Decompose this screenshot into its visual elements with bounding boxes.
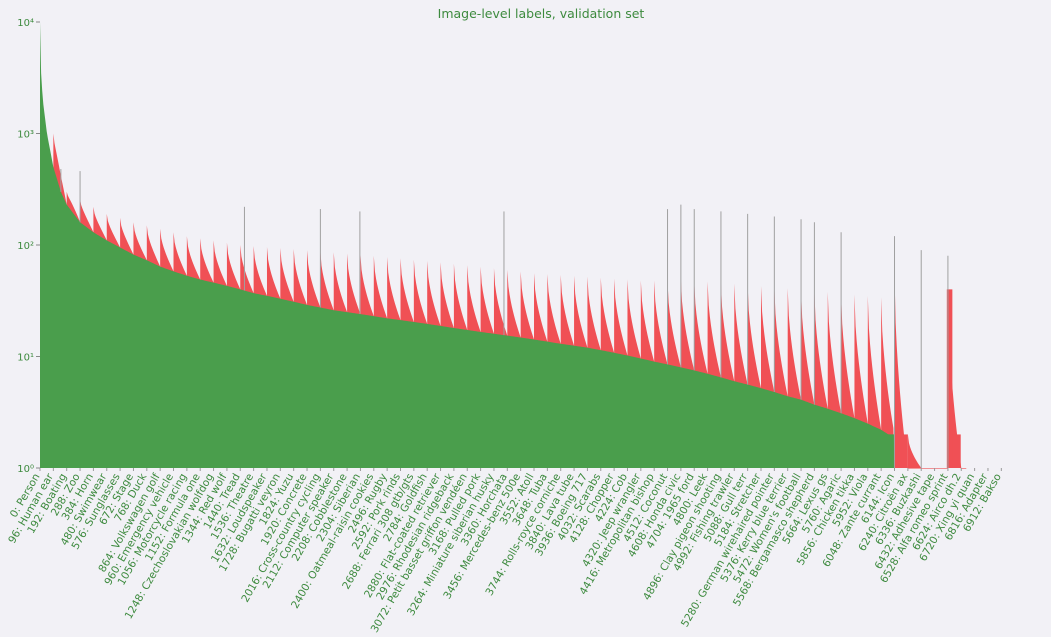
- y-tick-label: 10²: [17, 241, 34, 252]
- red-span: [952, 434, 961, 468]
- red-span: [893, 434, 908, 468]
- y-tick-label: 10¹: [17, 353, 34, 364]
- red-span: [921, 468, 935, 469]
- red-span: [946, 289, 953, 468]
- green-area: [40, 22, 894, 468]
- grey-spikes: [60, 169, 949, 468]
- red-span: [960, 468, 967, 469]
- green-series: [40, 22, 894, 468]
- red-segment: [907, 434, 922, 468]
- y-axis: 10⁰ 10¹ 10² 10³ 10⁴: [17, 18, 40, 475]
- y-tick-label: 10³: [17, 130, 34, 141]
- red-segment: [881, 297, 895, 468]
- red-span: [934, 468, 948, 469]
- red-segment: [867, 295, 882, 468]
- y-tick-label: 10⁴: [17, 18, 34, 29]
- red-segment: [894, 273, 908, 468]
- y-tick-label: 10⁰: [17, 464, 34, 475]
- red-span: [907, 467, 922, 469]
- chart-title: Image-level labels, validation set: [438, 6, 645, 21]
